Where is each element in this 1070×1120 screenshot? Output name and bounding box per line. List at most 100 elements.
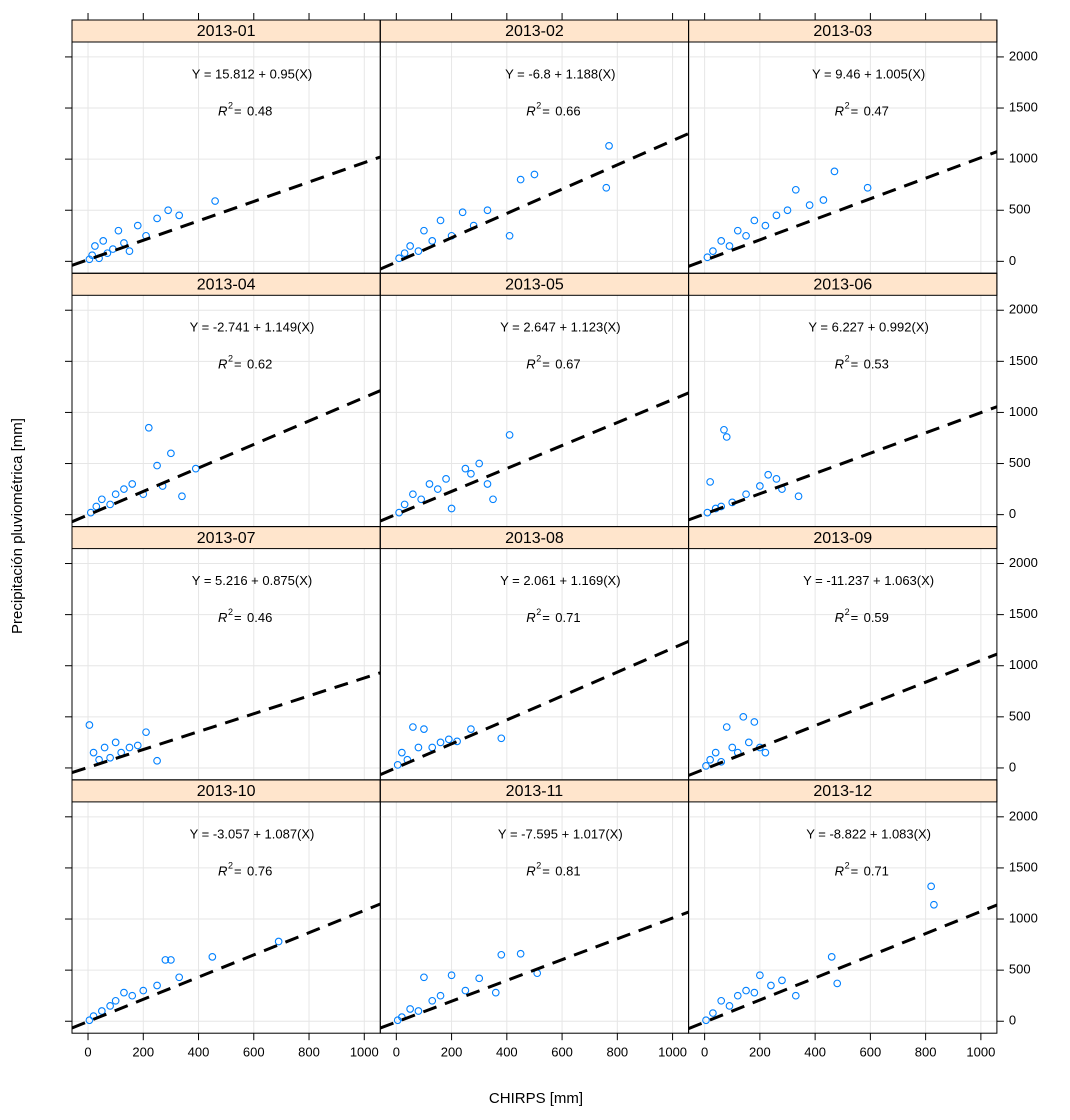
r2-power: 2 — [228, 100, 233, 110]
r2-value: 0.59 — [864, 610, 889, 625]
strip: 2013-11 — [379, 779, 690, 803]
point — [409, 723, 417, 731]
point — [497, 734, 506, 743]
point — [274, 937, 283, 946]
equation: Y = -6.8 + 1.188(X) — [505, 66, 615, 81]
x-tick-label: 800 — [606, 1045, 628, 1060]
point — [750, 988, 759, 997]
point — [88, 251, 97, 260]
strip: 2013-07 — [71, 526, 381, 550]
point — [414, 743, 423, 752]
point — [516, 175, 525, 184]
r2-equals: = — [851, 103, 859, 118]
equation: Y = 2.061 + 1.169(X) — [500, 573, 620, 588]
r2-equals: = — [851, 357, 859, 372]
point — [125, 247, 134, 255]
y-tick-label: 0 — [1009, 506, 1016, 521]
r2-equals: = — [234, 863, 242, 878]
x-tick-label: 600 — [243, 1045, 265, 1060]
equation: Y = -11.237 + 1.063(X) — [803, 573, 934, 588]
regression-line — [380, 132, 689, 271]
r2-equals: = — [542, 103, 550, 118]
point — [706, 755, 714, 764]
point — [805, 201, 814, 209]
y-tick-label: 2000 — [1009, 555, 1038, 570]
panel: 2013-09 Y = -11.237 + 1.063(X) R 2 = 0.59 0 500… — [688, 526, 1038, 781]
strip: 2013-08 — [379, 526, 690, 550]
r2-symbol: R — [218, 863, 227, 878]
point — [436, 738, 445, 747]
regression-line — [72, 389, 381, 524]
point — [863, 183, 872, 192]
r2-equals: = — [851, 863, 859, 878]
y-tick-label: 500 — [1009, 708, 1031, 723]
point — [750, 718, 759, 726]
x-tick-label: 200 — [441, 1045, 463, 1060]
point — [475, 974, 484, 983]
strip: 2013-01 — [71, 19, 381, 43]
r2-value: 0.46 — [247, 610, 272, 625]
y-tick-label: 1000 — [1009, 151, 1038, 166]
point — [420, 973, 428, 982]
y-tick-label: 500 — [1009, 962, 1031, 977]
point — [393, 761, 402, 769]
point — [717, 757, 726, 766]
r2-symbol: R — [218, 103, 227, 118]
strip: 2013-05 — [379, 272, 690, 296]
point — [491, 988, 500, 997]
point — [442, 475, 450, 483]
x-tick-label: 1000 — [350, 1045, 379, 1060]
r2-equals: = — [234, 610, 242, 625]
point — [420, 725, 428, 733]
point — [505, 431, 514, 439]
r2-power: 2 — [845, 860, 850, 870]
panel-frame — [688, 779, 998, 1034]
y-tick-label: 1500 — [1009, 99, 1038, 114]
point — [761, 221, 770, 230]
panel-title: 2013-07 — [197, 530, 256, 547]
point — [728, 743, 737, 752]
panel-frame — [688, 272, 998, 528]
panel-frame — [379, 526, 690, 781]
panel-title: 2013-02 — [505, 23, 564, 40]
x-tick-label: 0 — [393, 1045, 400, 1060]
r2-equals: = — [234, 357, 242, 372]
x-tick-label: 400 — [188, 1045, 210, 1060]
point — [161, 956, 170, 964]
point — [406, 242, 414, 250]
equation: Y = -3.057 + 1.087(X) — [190, 826, 315, 841]
point — [756, 971, 764, 980]
strip: 2013-10 — [71, 779, 381, 803]
point — [827, 952, 836, 961]
r2-power: 2 — [845, 607, 850, 617]
point — [602, 183, 611, 192]
point — [930, 900, 938, 909]
y-tick-label: 1500 — [1009, 859, 1038, 874]
regression-line — [72, 902, 381, 1030]
point — [722, 723, 731, 731]
panel-title: 2013-06 — [813, 277, 872, 294]
point — [211, 197, 219, 205]
r2-symbol: R — [835, 357, 844, 372]
point — [436, 991, 445, 1000]
regression-line — [380, 391, 689, 523]
panel-title: 2013-03 — [813, 23, 872, 40]
y-tick-label: 500 — [1009, 455, 1031, 470]
point — [447, 971, 456, 980]
point — [97, 495, 106, 504]
point — [153, 756, 161, 765]
strip: 2013-12 — [688, 779, 998, 803]
regression-line — [380, 910, 689, 1030]
equation: Y = 5.216 + 0.875(X) — [192, 573, 312, 588]
panel-frame — [379, 272, 690, 528]
panel-title: 2013-11 — [506, 783, 564, 800]
r2-equals: = — [542, 357, 550, 372]
point — [436, 216, 445, 225]
y-tick-label: 2000 — [1009, 302, 1038, 317]
point — [783, 206, 792, 215]
x-tick-label: 400 — [496, 1045, 518, 1060]
y-tick-label: 500 — [1009, 202, 1031, 217]
point — [720, 425, 728, 434]
r2-power: 2 — [536, 607, 541, 617]
